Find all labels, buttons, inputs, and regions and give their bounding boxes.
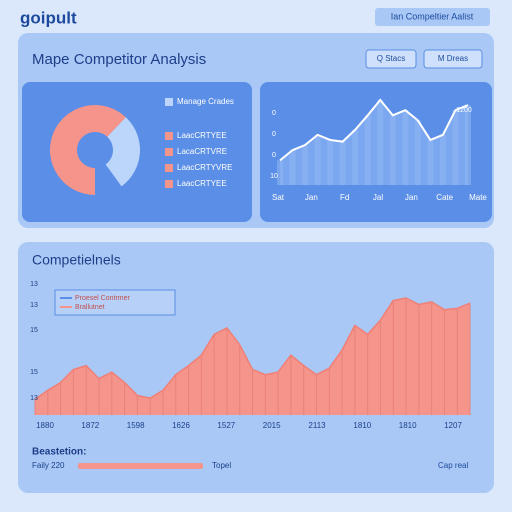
x-label: 1598 [127, 421, 145, 430]
button[interactable] [365, 49, 417, 69]
y-label: 13 [30, 281, 38, 288]
x-label: Fd [340, 193, 349, 202]
y-label: 15 [30, 327, 38, 334]
line [279, 98, 469, 162]
legend-label: Brallutnet [75, 304, 105, 311]
donut-slice [105, 117, 140, 187]
line-bar [314, 134, 321, 185]
legend-swatch [165, 148, 173, 156]
x-label: Sat [272, 193, 285, 202]
x-label: 1810 [353, 421, 371, 430]
line-bar [389, 115, 396, 185]
line-bar [377, 100, 384, 185]
line-bar [339, 141, 346, 185]
line-bar [465, 105, 471, 185]
x-label: Mate [469, 193, 487, 202]
line-bar [439, 134, 446, 185]
line-bar [327, 139, 334, 185]
line-bar [414, 120, 421, 185]
footer-bar [78, 463, 203, 469]
button-label: M Dreas [438, 54, 468, 63]
main-title: Mape Competitor Analysis [32, 51, 206, 68]
footer-label: Faily 220 [32, 461, 65, 470]
line-bar [402, 110, 409, 185]
footer-link[interactable]: Cap real [438, 461, 468, 470]
line-bar [452, 110, 459, 185]
button[interactable] [423, 49, 483, 69]
x-label: 1626 [172, 421, 190, 430]
x-label: Jan [405, 193, 418, 202]
area [35, 298, 470, 415]
line-bar [364, 115, 371, 185]
x-label: Jal [373, 193, 383, 202]
legend-box [54, 289, 176, 316]
y-label: 13 [30, 395, 38, 402]
y-label: 0 [272, 131, 276, 138]
logo: goipult [20, 8, 77, 27]
x-label: Jan [305, 193, 318, 202]
x-label: 1810 [399, 421, 417, 430]
x-label: 1872 [81, 421, 99, 430]
line-bar [427, 139, 434, 185]
line-area [280, 100, 468, 185]
x-label: 1527 [217, 421, 235, 430]
x-label: 2113 [308, 421, 326, 430]
x-label: Cate [436, 193, 453, 202]
lower-title: Competielnels [32, 252, 121, 268]
footer-title: Beastetion: [32, 447, 86, 458]
line-bar [352, 129, 359, 185]
y-label: 13 [30, 302, 38, 309]
y-label: 0 [272, 110, 276, 117]
legend-swatch [165, 132, 173, 140]
legend-swatch [165, 164, 173, 172]
top-label: 1200 [456, 107, 472, 114]
x-label: 1207 [444, 421, 462, 430]
legend-label: LacaCRTVRE [177, 147, 227, 156]
legend-label: LaacCRTYEE [177, 179, 227, 188]
x-label: 1880 [36, 421, 54, 430]
header-button-label: Ian Compeltier Aalist [391, 11, 474, 21]
y-label: 15 [30, 369, 38, 376]
legend-label: LaacCRTYEE [177, 131, 227, 140]
y-label: 0 [272, 152, 276, 159]
header-button[interactable] [375, 8, 490, 26]
legend-label: LaacCRTYVRE [177, 163, 232, 172]
line-bar [277, 160, 283, 185]
donut-slice [95, 164, 122, 195]
x-label: 2015 [263, 421, 281, 430]
footer-bar-label: Topel [212, 461, 231, 470]
donut-slice [50, 105, 126, 195]
y-label: 10 [270, 173, 278, 180]
line-bar [289, 150, 296, 185]
legend-swatch [165, 180, 173, 188]
button-label: Q Stacs [377, 54, 405, 63]
legend-swatch [165, 98, 173, 106]
legend-label: Proesel Contrmer [75, 295, 131, 302]
line-bar [302, 145, 309, 185]
legend-label: Manage Crades [177, 97, 234, 106]
area-line [34, 297, 471, 401]
